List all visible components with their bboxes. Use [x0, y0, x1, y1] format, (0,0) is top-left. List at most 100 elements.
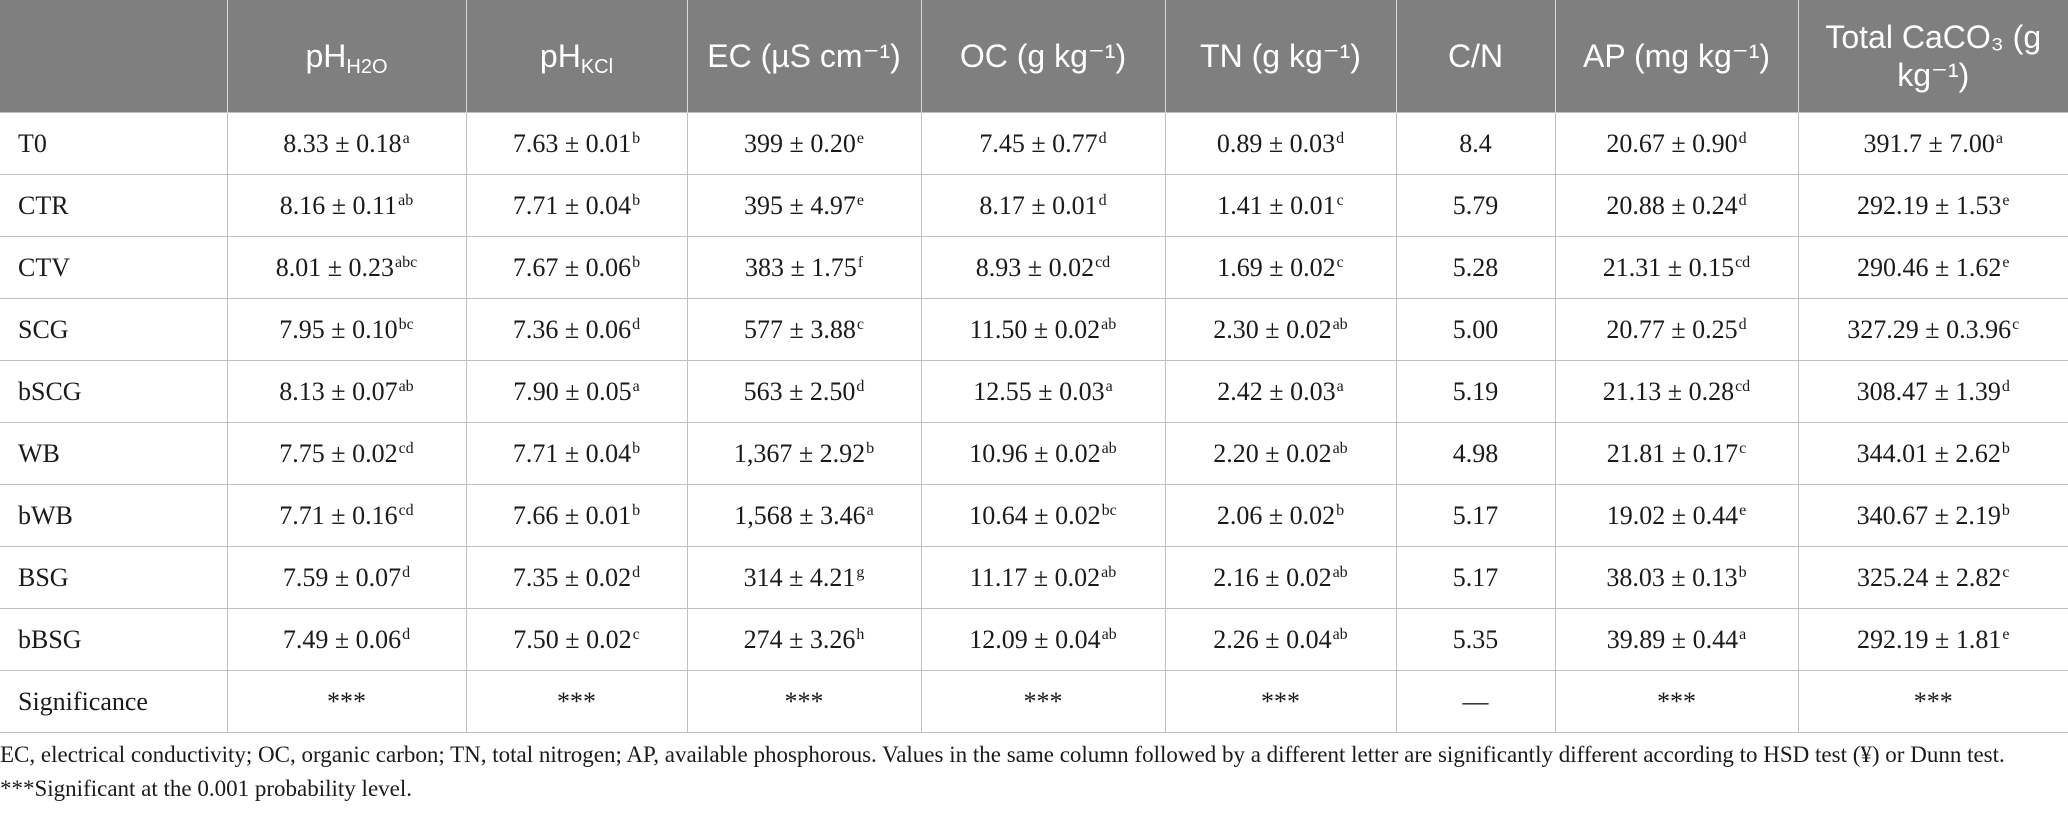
significance-letter: a [1105, 377, 1113, 395]
significance-letter: g [856, 563, 865, 581]
row-label: BSG [0, 546, 228, 609]
table-cell: 327.29 ± 0.3.96c [1797, 298, 2068, 361]
table-cell: 8.01 ± 0.23abc [226, 236, 467, 299]
table-row: T0 8.33 ± 0.18a 7.63 ± 0.01b 399 ± 0.20e 7.4… [0, 112, 2068, 175]
table-body: T0 8.33 ± 0.18a 7.63 ± 0.01b 399 ± 0.20e 7.4… [0, 112, 2068, 733]
soil-properties-table: pHH2O pHKCl EC (µS cm⁻¹) OC (g kg⁻¹) TN (g k… [0, 0, 2068, 733]
column-header: pHKCl [465, 0, 687, 113]
cell-value: *** [1913, 686, 1953, 716]
cell-value: 21.13 ± 0.28 [1602, 376, 1735, 406]
significance-letter: ab [1101, 315, 1117, 333]
cell-value: 2.06 ± 0.02 [1216, 500, 1336, 530]
cell-value: 7.59 ± 0.07 [282, 562, 402, 592]
cell-value: 21.31 ± 0.15 [1602, 252, 1735, 282]
column-header: TN (g kg⁻¹) [1164, 0, 1396, 113]
cell-value: 39.89 ± 0.44 [1606, 624, 1739, 654]
significance-letter: a [632, 377, 640, 395]
cell-value: 274 ± 3.26 [743, 624, 856, 654]
significance-letter: e [2002, 253, 2010, 271]
table-cell: 19.02 ± 0.44e [1554, 484, 1799, 547]
table-cell: 5.79 [1395, 174, 1556, 237]
column-header: EC (µS cm⁻¹) [686, 0, 921, 113]
table-cell: 1,568 ± 3.46a [686, 484, 922, 547]
significance-letter: c [2012, 315, 2020, 333]
cell-value: 10.96 ± 0.02 [969, 438, 1101, 468]
cell-value: 2.26 ± 0.04 [1213, 624, 1332, 654]
significance-letter: cd [1735, 377, 1751, 395]
cell-value: 0.89 ± 0.03 [1216, 128, 1336, 158]
table-row: SCG 7.95 ± 0.10bc 7.36 ± 0.06d 577 ± 3.88c 1… [0, 298, 2068, 361]
table-cell: 5.35 [1395, 608, 1556, 671]
cell-value: 11.17 ± 0.02 [969, 562, 1101, 592]
table-cell: 383 ± 1.75f [686, 236, 922, 299]
significance-letter: d [402, 625, 411, 643]
table-cell: *** [1164, 670, 1397, 733]
table-row: CTR 8.16 ± 0.11ab 7.71 ± 0.04b 395 ± 4.97e 8… [0, 174, 2068, 237]
cell-value: *** [557, 686, 596, 716]
table-cell: 7.59 ± 0.07d [226, 546, 467, 609]
significance-letter: d [1098, 191, 1107, 209]
table-cell: 1.41 ± 0.01c [1164, 174, 1397, 237]
significance-letter: b [632, 253, 641, 271]
cell-value: 8.33 ± 0.18 [283, 128, 402, 158]
table-cell: 5.00 [1395, 298, 1556, 361]
cell-value: 7.45 ± 0.77 [979, 128, 1098, 158]
table-cell: 7.36 ± 0.06d [465, 298, 688, 361]
row-label: SCG [0, 298, 228, 361]
table-cell: 20.77 ± 0.25d [1554, 298, 1799, 361]
significance-letter: cd [1095, 253, 1111, 271]
cell-value: 8.17 ± 0.01 [979, 190, 1098, 220]
table-cell: 577 ± 3.88c [686, 298, 922, 361]
significance-letter: cd [398, 439, 414, 457]
cell-value: 1.69 ± 0.02 [1217, 252, 1336, 282]
significance-letter: c [1739, 439, 1747, 457]
row-label: Significance [0, 670, 228, 733]
table-row: BSG 7.59 ± 0.07d 7.35 ± 0.02d 314 ± 4.21g 11… [0, 546, 2068, 609]
significance-letter: cd [398, 501, 414, 519]
table-cell: 399 ± 0.20e [686, 112, 922, 175]
table-cell: 38.03 ± 0.13b [1554, 546, 1799, 609]
cell-value: 20.88 ± 0.24 [1606, 190, 1738, 220]
table-cell: 7.67 ± 0.06b [465, 236, 688, 299]
table-cell: 21.81 ± 0.17c [1554, 422, 1799, 485]
table-cell: 11.17 ± 0.02ab [920, 546, 1166, 609]
cell-value: 577 ± 3.88 [744, 314, 856, 344]
cell-value: 7.71 ± 0.04 [512, 190, 632, 220]
cell-value: 12.55 ± 0.03 [973, 376, 1105, 406]
cell-value: 344.01 ± 2.62 [1856, 438, 2001, 468]
table-row: Significance *** *** *** *** *** — *** *** [0, 670, 2068, 733]
cell-value: 7.63 ± 0.01 [512, 128, 632, 158]
cell-value: *** [1023, 686, 1063, 716]
table-cell: 10.64 ± 0.02bc [920, 484, 1166, 547]
header-row: pHH2O pHKCl EC (µS cm⁻¹) OC (g kg⁻¹) TN (g k… [0, 0, 2068, 113]
cell-value: 308.47 ± 1.39 [1856, 376, 2001, 406]
table-cell: *** [465, 670, 688, 733]
table-cell: 2.30 ± 0.02ab [1164, 298, 1397, 361]
table-cell: 5.17 [1395, 484, 1556, 547]
column-header: C/N [1395, 0, 1555, 113]
cell-value: 7.71 ± 0.16 [279, 500, 398, 530]
significance-letter: c [632, 625, 640, 643]
table-cell: 11.50 ± 0.02ab [920, 298, 1166, 361]
cell-value: 2.20 ± 0.02 [1213, 438, 1332, 468]
significance-letter: b [866, 439, 875, 457]
table-cell: 5.19 [1395, 360, 1556, 423]
table-cell: 7.71 ± 0.16cd [226, 484, 467, 547]
column-header-text: OC (g kg⁻¹) [959, 38, 1127, 74]
significance-letter: abc [395, 253, 418, 271]
significance-letter: d [2001, 377, 2010, 395]
significance-letter: ab [398, 191, 414, 209]
cell-value: 7.36 ± 0.06 [512, 314, 632, 344]
column-header: pHH2O [226, 0, 466, 113]
significance-letter: b [632, 439, 641, 457]
table-cell: 7.71 ± 0.04b [465, 422, 688, 485]
table-row: bSCG 8.13 ± 0.07ab 7.90 ± 0.05a 563 ± 2.50d… [0, 360, 2068, 423]
significance-letter: e [856, 129, 864, 147]
table-cell: 7.50 ± 0.02c [465, 608, 688, 671]
significance-letter: a [1336, 377, 1344, 395]
significance-letter: d [1738, 191, 1747, 209]
cell-value: 7.66 ± 0.01 [512, 500, 632, 530]
cell-value: 7.49 ± 0.06 [282, 624, 402, 654]
cell-value: 5.17 [1452, 500, 1499, 530]
table-cell: 0.89 ± 0.03d [1164, 112, 1397, 175]
